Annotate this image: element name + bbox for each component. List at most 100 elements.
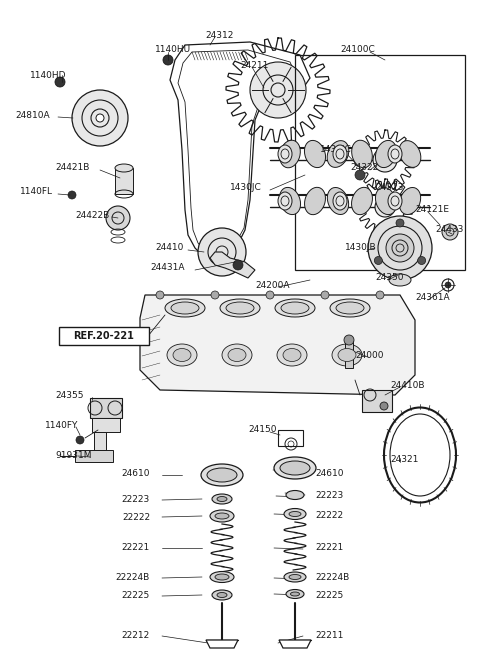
Text: 22221: 22221 <box>315 544 343 553</box>
Ellipse shape <box>286 590 304 599</box>
Text: 22225: 22225 <box>315 591 343 601</box>
Ellipse shape <box>115 164 133 172</box>
Ellipse shape <box>278 145 292 163</box>
Bar <box>75 450 113 462</box>
Polygon shape <box>279 640 311 648</box>
Text: 1140FL: 1140FL <box>20 187 53 196</box>
Circle shape <box>445 282 451 288</box>
Bar <box>345 340 353 368</box>
Polygon shape <box>140 295 415 395</box>
Text: 22223: 22223 <box>122 495 150 504</box>
Ellipse shape <box>207 468 237 482</box>
Ellipse shape <box>279 187 300 215</box>
Text: 1430JB: 1430JB <box>345 244 377 252</box>
Ellipse shape <box>330 299 370 317</box>
Circle shape <box>396 219 404 227</box>
Text: 1430JC: 1430JC <box>320 145 352 155</box>
Ellipse shape <box>210 572 234 582</box>
Ellipse shape <box>220 299 260 317</box>
Text: 24422B: 24422B <box>75 210 109 219</box>
Polygon shape <box>206 640 238 648</box>
Circle shape <box>442 224 458 240</box>
Polygon shape <box>210 252 255 278</box>
Circle shape <box>355 170 365 180</box>
Circle shape <box>374 257 383 265</box>
Text: 22212: 22212 <box>122 631 150 639</box>
Text: 24361A: 24361A <box>415 293 450 303</box>
Text: 1140FY: 1140FY <box>45 421 78 430</box>
Ellipse shape <box>286 491 304 500</box>
Text: 24433: 24433 <box>435 225 463 234</box>
Text: 22222: 22222 <box>315 512 343 521</box>
Text: 24355: 24355 <box>55 390 84 400</box>
Ellipse shape <box>289 574 301 580</box>
Text: 24121E: 24121E <box>415 206 449 214</box>
Ellipse shape <box>332 344 362 366</box>
Ellipse shape <box>284 572 306 582</box>
Ellipse shape <box>278 192 292 210</box>
Ellipse shape <box>338 348 356 362</box>
Bar <box>362 390 392 412</box>
Text: 22221: 22221 <box>122 544 150 553</box>
Ellipse shape <box>290 592 300 596</box>
Bar <box>94 432 106 450</box>
Text: 22223: 22223 <box>315 491 343 500</box>
Text: 22222: 22222 <box>122 514 150 523</box>
Circle shape <box>55 77 65 87</box>
Text: 24150: 24150 <box>248 426 276 434</box>
Ellipse shape <box>215 574 229 580</box>
Ellipse shape <box>388 192 402 210</box>
Circle shape <box>106 206 130 230</box>
Text: 22211: 22211 <box>315 631 343 639</box>
Circle shape <box>380 402 388 410</box>
Text: 22225: 22225 <box>122 591 150 601</box>
Ellipse shape <box>333 145 347 163</box>
Text: 24410: 24410 <box>155 244 183 252</box>
Text: 1140HD: 1140HD <box>30 71 67 79</box>
Circle shape <box>386 234 414 262</box>
Ellipse shape <box>304 187 325 215</box>
Circle shape <box>72 90 128 146</box>
Text: 24610: 24610 <box>121 468 150 477</box>
Ellipse shape <box>351 187 372 215</box>
Text: 91931M: 91931M <box>55 451 92 460</box>
Text: 24312: 24312 <box>205 31 233 39</box>
Ellipse shape <box>289 512 301 517</box>
Bar <box>278 430 303 446</box>
Circle shape <box>375 197 395 217</box>
Ellipse shape <box>210 510 234 522</box>
Text: 22224B: 22224B <box>315 574 349 582</box>
Circle shape <box>321 291 329 299</box>
Ellipse shape <box>352 140 372 168</box>
Circle shape <box>96 114 104 122</box>
Ellipse shape <box>215 513 229 519</box>
Text: 24323: 24323 <box>375 183 403 193</box>
Text: 1430JC: 1430JC <box>230 183 262 193</box>
Text: 24421B: 24421B <box>55 164 89 172</box>
Ellipse shape <box>165 299 205 317</box>
Ellipse shape <box>274 457 316 479</box>
Text: 24322: 24322 <box>350 164 378 172</box>
Circle shape <box>68 191 76 199</box>
Text: 24431A: 24431A <box>150 263 184 272</box>
Text: 24610: 24610 <box>315 468 344 477</box>
Text: 24100C: 24100C <box>340 45 375 54</box>
Text: 24200A: 24200A <box>255 280 289 290</box>
Ellipse shape <box>399 141 421 168</box>
Text: 24410B: 24410B <box>390 381 424 390</box>
Circle shape <box>250 62 306 118</box>
Ellipse shape <box>280 140 300 168</box>
Text: 24000: 24000 <box>355 350 384 360</box>
Ellipse shape <box>327 141 349 168</box>
Bar <box>295 55 465 270</box>
Ellipse shape <box>327 187 348 214</box>
Ellipse shape <box>217 496 227 502</box>
Ellipse shape <box>399 187 420 214</box>
Ellipse shape <box>167 344 197 366</box>
Text: 24350: 24350 <box>375 274 404 282</box>
Ellipse shape <box>283 348 301 362</box>
Text: REF.20-221: REF.20-221 <box>73 331 134 341</box>
Circle shape <box>163 55 173 65</box>
Bar <box>92 418 120 432</box>
Circle shape <box>156 291 164 299</box>
